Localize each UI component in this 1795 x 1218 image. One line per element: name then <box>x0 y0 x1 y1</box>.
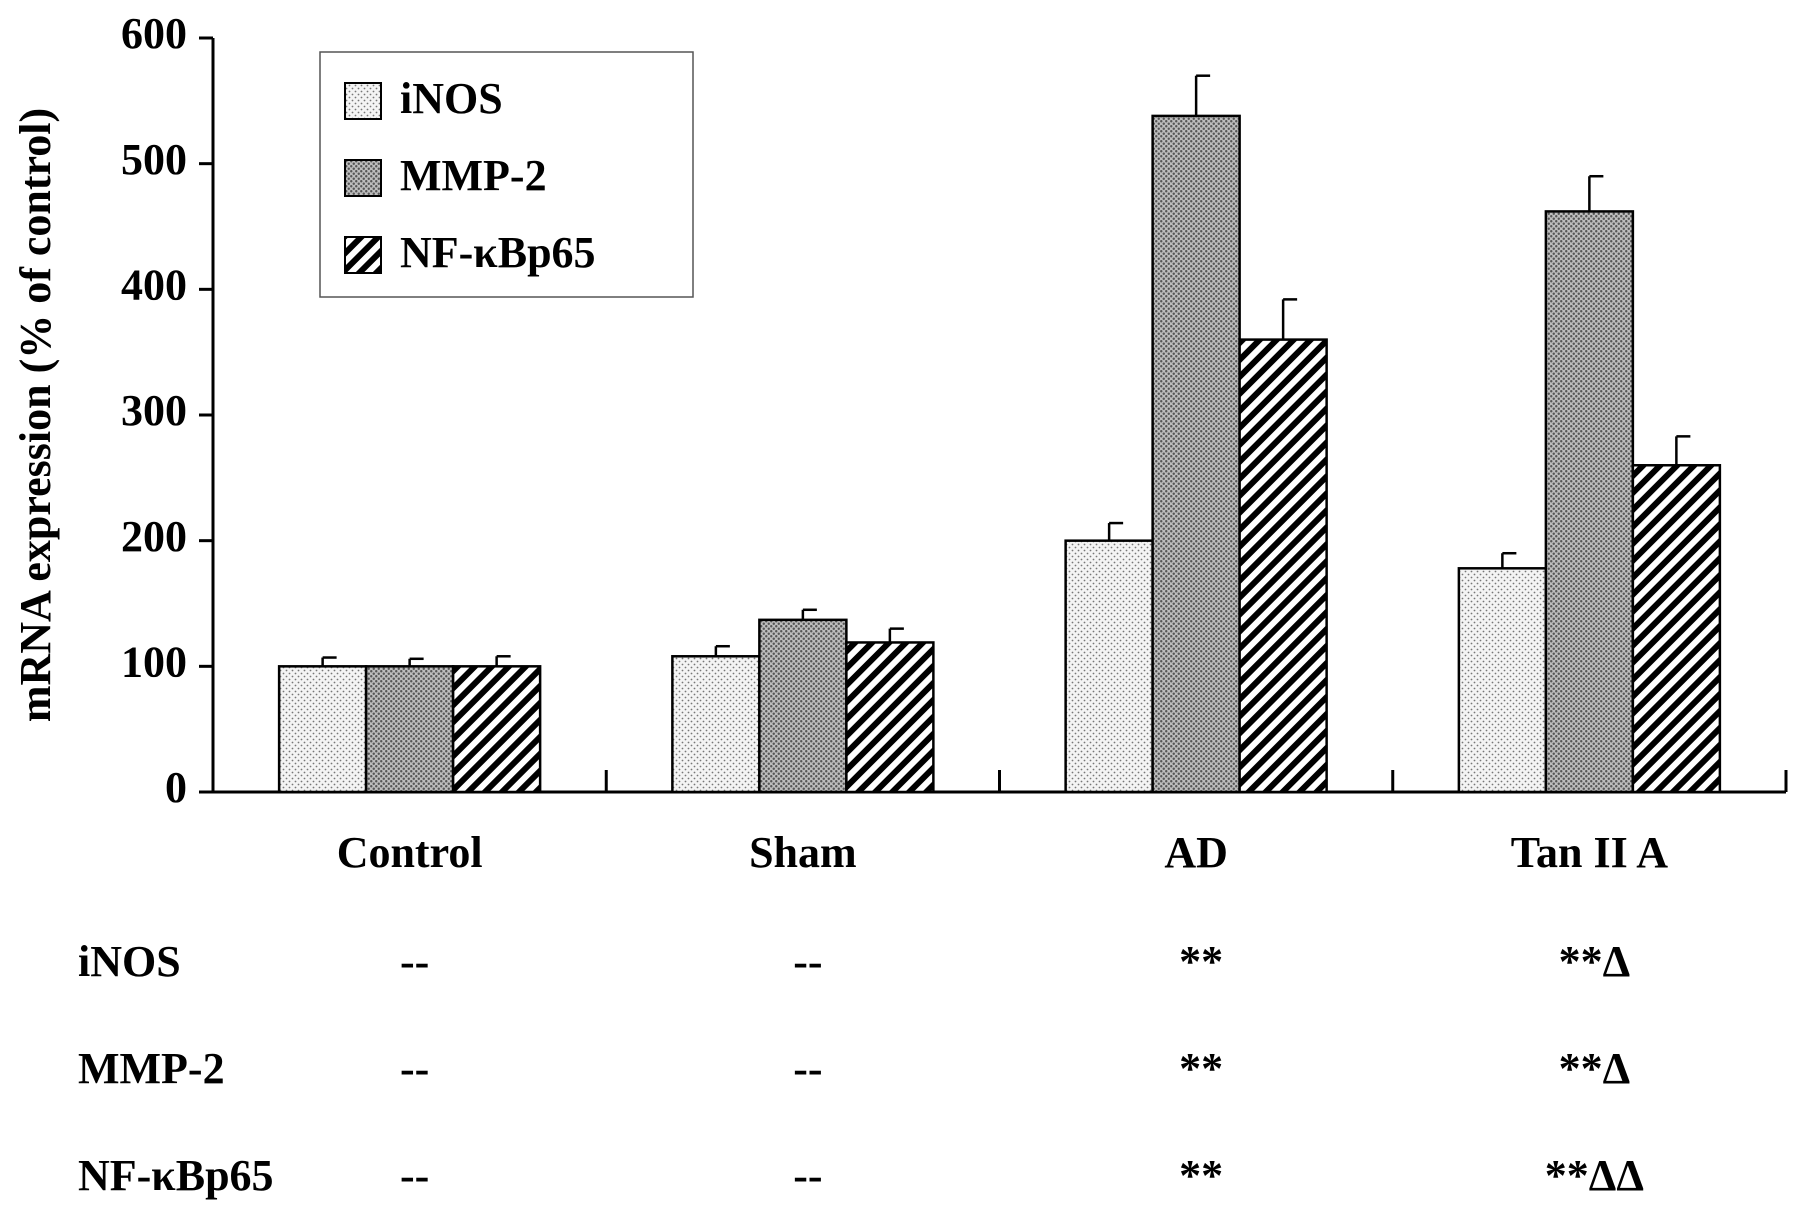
x-tick-label: Control <box>337 828 483 877</box>
table-cell: -- <box>400 1151 429 1200</box>
bar <box>758 618 848 794</box>
table-row-label: iNOS <box>78 937 181 986</box>
bar <box>845 641 935 794</box>
y-tick-label: 300 <box>121 386 187 435</box>
legend-label: NF-κBp65 <box>400 228 596 277</box>
table-cell: **ΔΔ <box>1545 1151 1644 1200</box>
table-cell: -- <box>400 937 429 986</box>
table-cell: -- <box>400 1044 429 1093</box>
bar <box>1151 114 1241 794</box>
y-axis-label: mRNA expression (% of control) <box>11 108 60 722</box>
bar <box>277 665 368 794</box>
y-tick-label: 0 <box>165 763 187 812</box>
y-tick-label: 500 <box>121 135 187 184</box>
table-cell: ** <box>1179 937 1223 986</box>
table-cell: -- <box>793 1151 822 1200</box>
table-cell: **Δ <box>1559 1044 1631 1093</box>
bar <box>1064 539 1154 794</box>
table-row-label: MMP-2 <box>78 1044 225 1093</box>
legend-swatch <box>344 82 382 120</box>
bar <box>1631 464 1722 794</box>
y-tick-label: 100 <box>121 637 187 686</box>
x-tick-label: AD <box>1164 828 1228 877</box>
bar <box>671 655 761 794</box>
legend-label: iNOS <box>400 74 503 123</box>
bar <box>451 665 542 794</box>
table-cell: -- <box>793 937 822 986</box>
table-cell: ** <box>1179 1044 1223 1093</box>
legend-swatch <box>344 159 382 197</box>
legend-label: MMP-2 <box>400 151 547 200</box>
y-tick-label: 400 <box>121 260 187 309</box>
bar <box>1544 210 1635 794</box>
y-tick-label: 600 <box>121 9 187 58</box>
y-tick-label: 200 <box>121 512 187 561</box>
bar <box>1238 338 1328 794</box>
table-cell: ** <box>1179 1151 1223 1200</box>
bar <box>364 665 455 794</box>
legend-swatch <box>344 236 382 274</box>
bar <box>1457 567 1548 794</box>
x-tick-label: Sham <box>749 828 857 877</box>
table-cell: -- <box>793 1044 822 1093</box>
table-cell: **Δ <box>1559 937 1631 986</box>
legend-box <box>319 51 694 298</box>
table-row-label: NF-κBp65 <box>78 1151 274 1200</box>
x-tick-label: Tan II A <box>1511 828 1669 877</box>
